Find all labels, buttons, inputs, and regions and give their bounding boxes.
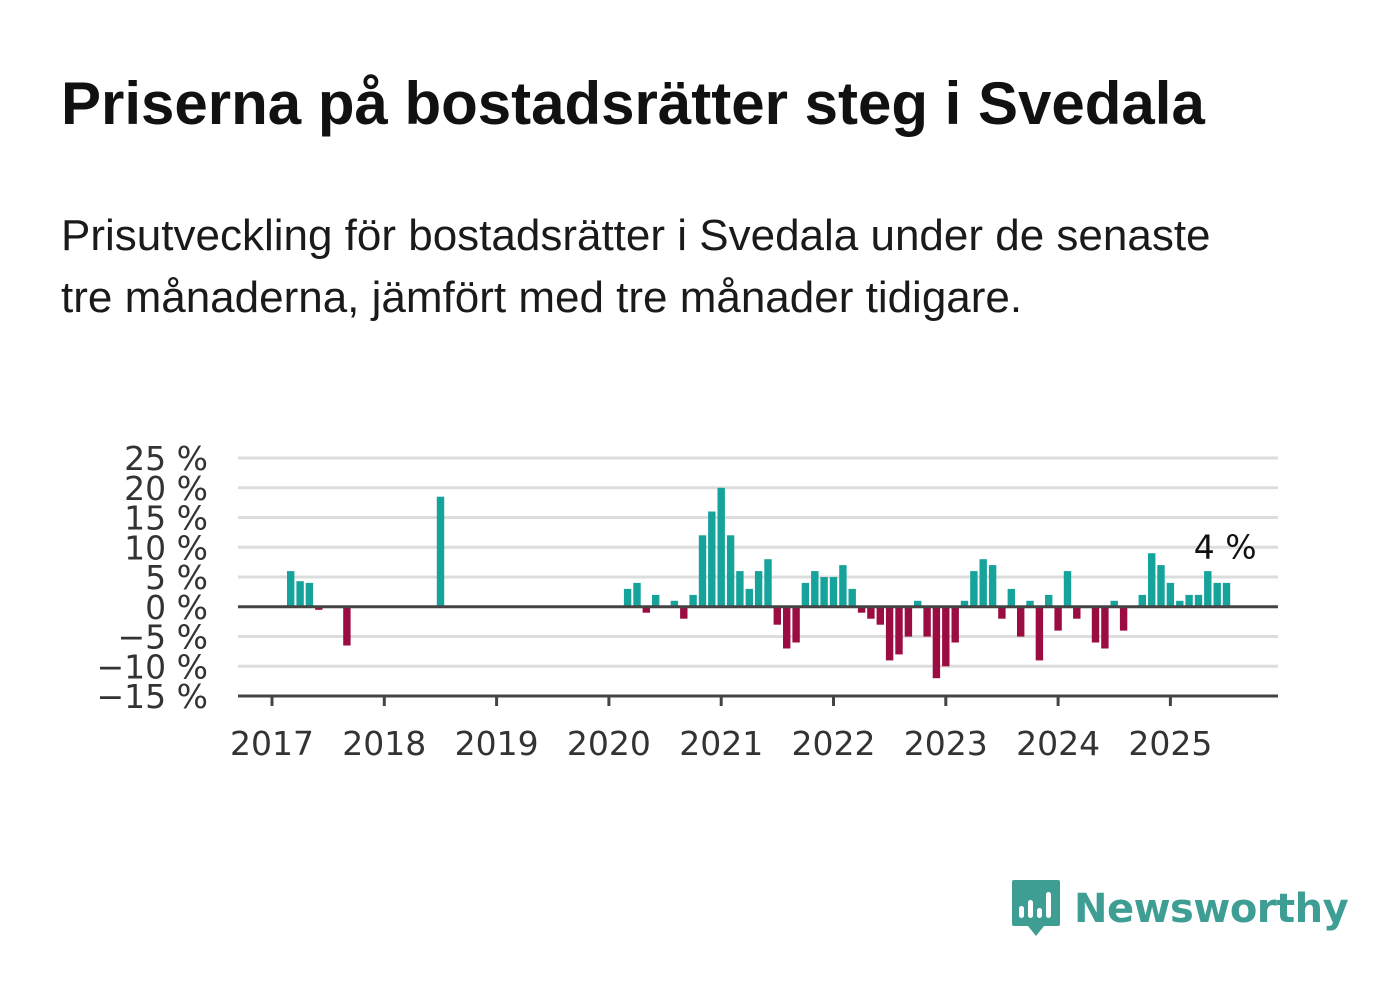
bar-chart: 25 %20 %15 %10 %5 %0 %−5 %−10 %−15 % 201… bbox=[97, 439, 1278, 763]
bar bbox=[652, 594, 660, 607]
bar bbox=[717, 487, 725, 607]
bar-chart-speech-bubble-icon bbox=[1012, 880, 1060, 936]
bar bbox=[680, 606, 688, 619]
bar bbox=[689, 594, 697, 607]
bar bbox=[1063, 571, 1072, 607]
bar bbox=[1035, 606, 1044, 661]
bar bbox=[296, 581, 304, 607]
bar bbox=[932, 606, 941, 679]
y-tick-label: 10 % bbox=[124, 528, 208, 567]
bar bbox=[287, 571, 295, 607]
bars bbox=[287, 487, 1231, 679]
bar bbox=[1222, 582, 1231, 607]
bar bbox=[623, 588, 632, 607]
bar bbox=[670, 600, 679, 607]
newsworthy-logo: Newsworthy bbox=[1010, 878, 1349, 940]
bar bbox=[988, 565, 997, 607]
bar bbox=[885, 606, 894, 661]
x-axis-labels: 2017 2018 2019 2020 2021 2022 2023 2024 2025 bbox=[230, 724, 1212, 763]
bar bbox=[745, 588, 753, 607]
x-tick-label: 2024 bbox=[1016, 724, 1100, 763]
bar bbox=[1054, 606, 1062, 631]
bar bbox=[1101, 606, 1109, 649]
bar bbox=[1213, 582, 1221, 607]
bar bbox=[305, 582, 314, 607]
y-tick-label: −10 % bbox=[97, 647, 209, 686]
bar bbox=[811, 571, 819, 607]
bar bbox=[979, 559, 987, 607]
bar bbox=[895, 606, 903, 655]
bar bbox=[1017, 606, 1025, 637]
chart-subtitle: Prisutveckling för bostadsrätter i Sveda… bbox=[61, 211, 1211, 322]
bar bbox=[1157, 565, 1165, 607]
x-tick-label: 2021 bbox=[679, 724, 763, 763]
bar bbox=[633, 582, 641, 607]
chart-title: Priserna på bostadsrätter steg i Svedala bbox=[61, 70, 1205, 137]
bar bbox=[960, 600, 969, 607]
bar bbox=[698, 535, 707, 607]
bar bbox=[951, 606, 959, 643]
bar bbox=[857, 606, 866, 613]
y-tick-label: 25 % bbox=[124, 439, 208, 478]
bar bbox=[1176, 600, 1184, 607]
bar bbox=[914, 600, 922, 607]
bar bbox=[1138, 594, 1146, 607]
y-tick-label: 15 % bbox=[124, 499, 208, 538]
bar bbox=[998, 606, 1006, 619]
x-tick-label: 2020 bbox=[567, 724, 651, 763]
bar bbox=[343, 606, 351, 646]
bar bbox=[1119, 606, 1128, 631]
bar bbox=[876, 606, 884, 625]
bar bbox=[1073, 606, 1081, 619]
x-tick-label: 2022 bbox=[792, 724, 876, 763]
y-tick-label: −15 % bbox=[97, 677, 209, 716]
bar bbox=[754, 571, 763, 607]
grid-lines bbox=[238, 456, 1278, 668]
bar bbox=[1166, 582, 1175, 607]
bar bbox=[708, 511, 716, 607]
x-tick-label: 2023 bbox=[904, 724, 988, 763]
x-tick-label: 2019 bbox=[455, 724, 539, 763]
y-tick-label: −5 % bbox=[118, 618, 209, 657]
bar bbox=[970, 571, 978, 607]
x-tick-label: 2017 bbox=[230, 724, 314, 763]
brand-name: Newsworthy bbox=[1074, 886, 1349, 932]
bar bbox=[829, 577, 838, 607]
bar bbox=[783, 606, 791, 649]
bar bbox=[1045, 594, 1053, 607]
bar bbox=[642, 606, 650, 613]
bar bbox=[1026, 600, 1034, 607]
bar bbox=[848, 588, 856, 607]
bar bbox=[820, 577, 828, 607]
bar bbox=[436, 496, 445, 607]
y-axis-labels: 25 %20 %15 %10 %5 %0 %−5 %−10 %−15 % bbox=[97, 439, 209, 716]
annotations: 4 % bbox=[1194, 527, 1257, 566]
bar bbox=[801, 582, 810, 607]
bar bbox=[792, 606, 800, 643]
bar bbox=[1185, 594, 1193, 607]
y-tick-label: 5 % bbox=[145, 558, 208, 597]
bar bbox=[726, 535, 735, 607]
bar bbox=[1091, 606, 1100, 643]
bar bbox=[1148, 553, 1156, 607]
bar bbox=[764, 559, 772, 607]
bar bbox=[1110, 600, 1118, 607]
bar bbox=[904, 606, 913, 637]
bar bbox=[315, 606, 323, 610]
bar bbox=[839, 565, 847, 607]
bar bbox=[942, 606, 950, 667]
bar bbox=[736, 571, 744, 607]
bar bbox=[1204, 571, 1212, 607]
latest-value-label: 4 % bbox=[1194, 527, 1257, 566]
bar bbox=[1007, 588, 1015, 607]
bar bbox=[1194, 594, 1203, 607]
bar bbox=[867, 606, 875, 619]
y-tick-label: 0 % bbox=[145, 588, 208, 627]
bar bbox=[773, 606, 781, 625]
x-tick-label: 2025 bbox=[1128, 724, 1212, 763]
axes bbox=[238, 605, 1278, 706]
bar bbox=[923, 606, 931, 637]
y-tick-label: 20 % bbox=[124, 469, 208, 508]
x-tick-label: 2018 bbox=[342, 724, 426, 763]
